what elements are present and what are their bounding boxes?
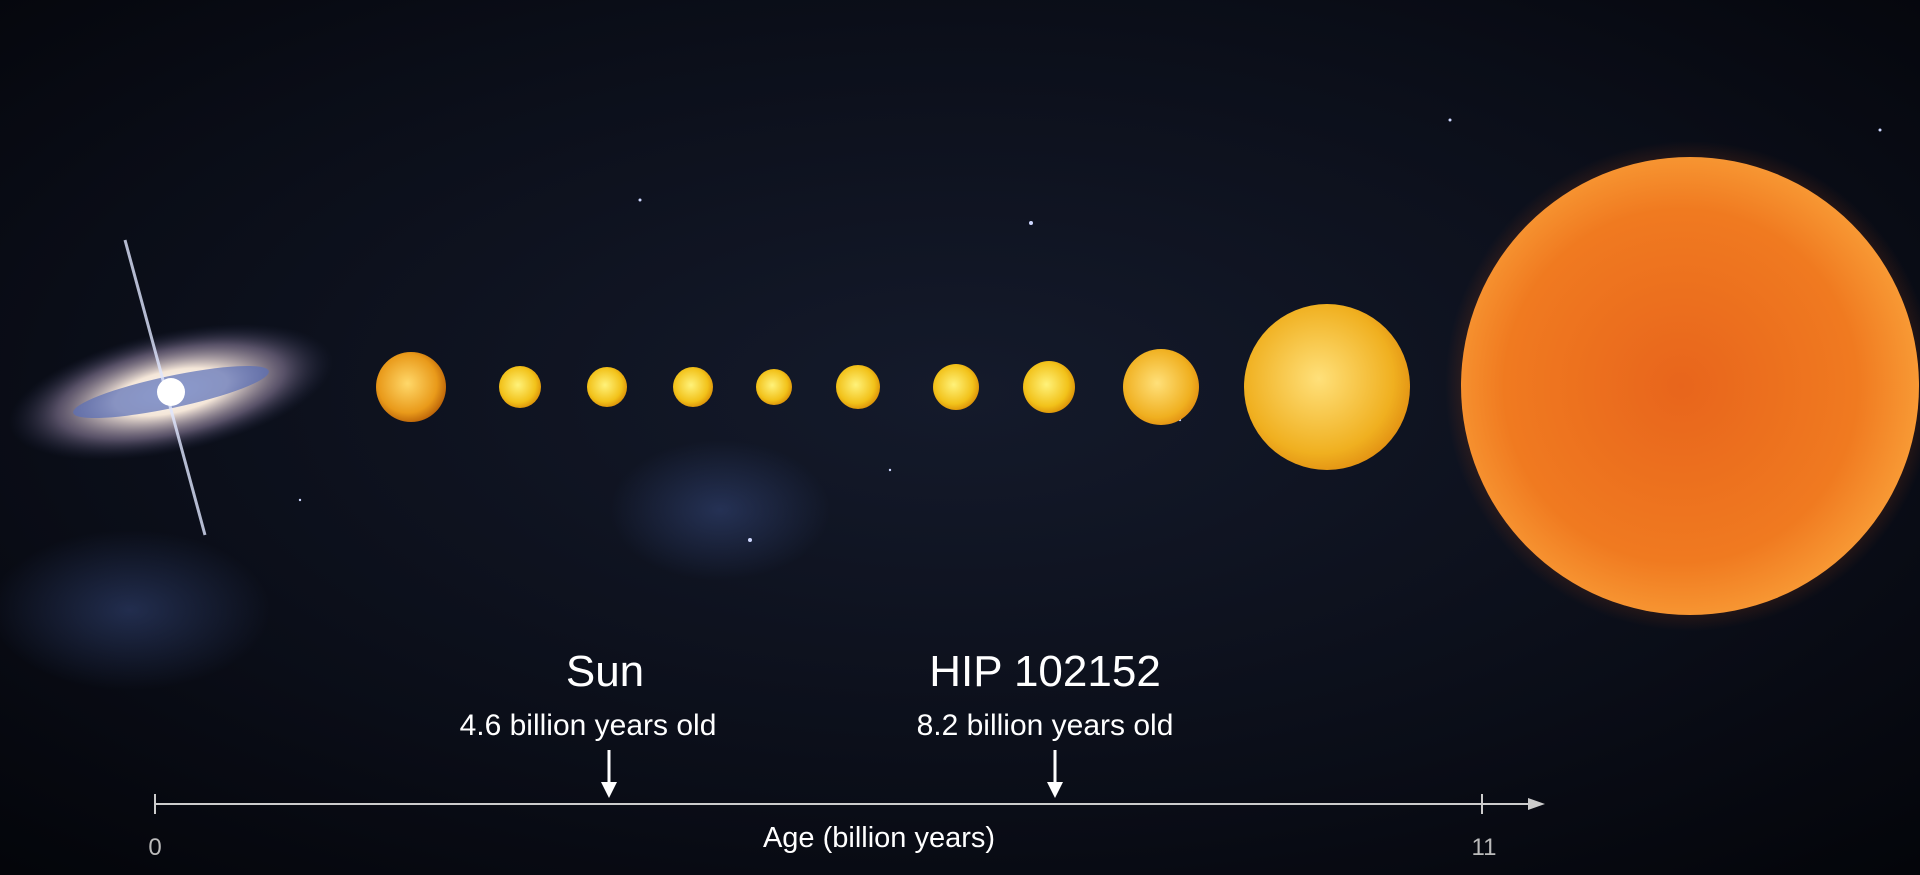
protostar — [9, 239, 333, 536]
axis-label: Age (billion years) — [763, 822, 995, 854]
nebula — [610, 440, 830, 580]
tick-label: 11 — [1472, 834, 1497, 861]
marker-caption: 4.6 billion years old — [460, 709, 717, 742]
marker-caption: 8.2 billion years old — [917, 709, 1174, 742]
tick-label: 0 — [148, 834, 161, 861]
marker-name: Sun — [566, 647, 644, 696]
marker-name: HIP 102152 — [929, 647, 1161, 696]
nebula — [0, 530, 270, 690]
axis — [154, 794, 1545, 814]
arrows — [601, 750, 1063, 798]
star-sequence — [376, 141, 1920, 631]
